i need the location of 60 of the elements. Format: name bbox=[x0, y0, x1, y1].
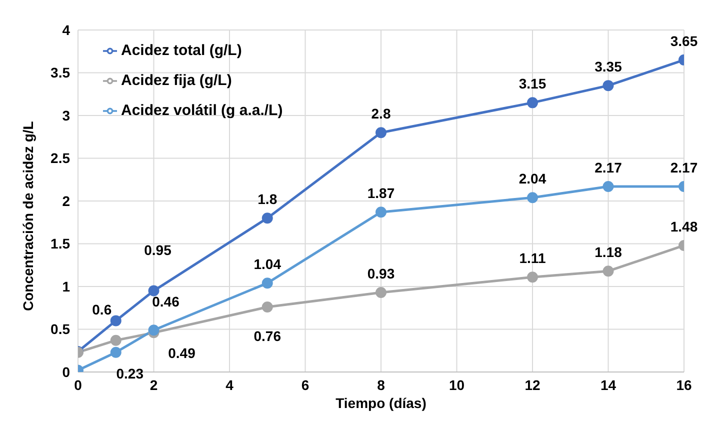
x-axis-title: Tiempo (días) bbox=[336, 395, 426, 411]
point bbox=[262, 212, 273, 224]
data-label: 0.93 bbox=[367, 265, 395, 282]
point bbox=[376, 127, 386, 138]
x-tick-label: 4 bbox=[226, 376, 234, 393]
data-label: 0.49 bbox=[168, 345, 196, 362]
point bbox=[262, 302, 273, 313]
legend-label: Acidez fija (g/L) bbox=[121, 72, 232, 89]
data-label: 1.11 bbox=[519, 250, 546, 266]
data-label: 1.48 bbox=[670, 218, 698, 234]
x-tick-label: 0 bbox=[74, 376, 82, 393]
x-tick-label: 14 bbox=[600, 376, 616, 393]
point bbox=[148, 285, 160, 296]
point bbox=[602, 180, 614, 192]
y-tick-label: 1 bbox=[62, 278, 70, 294]
data-label: 0.76 bbox=[254, 328, 282, 344]
y-tick-label: 2.5 bbox=[50, 150, 70, 166]
point bbox=[110, 334, 122, 346]
data-label: 0.46 bbox=[152, 294, 180, 310]
y-tick-label: 2 bbox=[62, 192, 70, 209]
x-tick-label: 2 bbox=[150, 376, 158, 393]
data-label: 1.18 bbox=[594, 244, 622, 260]
y-axis-title: Concentración de acidez g/L bbox=[20, 120, 36, 311]
data-label: 1.87 bbox=[367, 185, 395, 202]
data-label: 3.35 bbox=[594, 58, 622, 75]
y-tick-label: 1.5 bbox=[50, 236, 70, 252]
y-tick-label: 0.5 bbox=[50, 321, 70, 338]
data-label: 3.15 bbox=[518, 76, 546, 92]
x-tick-label: 10 bbox=[448, 376, 465, 393]
point bbox=[110, 315, 122, 326]
legend-label: Acidez volátil (g a.a./L) bbox=[121, 102, 283, 119]
point bbox=[376, 206, 386, 218]
data-label: 3.65 bbox=[670, 32, 698, 49]
data-label: 2.17 bbox=[594, 159, 622, 176]
data-label: 1.04 bbox=[254, 256, 282, 272]
y-tick-label: 0 bbox=[62, 364, 70, 380]
data-label: 0.23 bbox=[116, 365, 144, 382]
data-label: 0.6 bbox=[92, 302, 112, 318]
y-tick-label: 3 bbox=[62, 107, 70, 124]
point bbox=[262, 278, 273, 289]
x-tick-label: 12 bbox=[524, 376, 540, 393]
point bbox=[148, 324, 160, 336]
point bbox=[527, 97, 538, 108]
y-tick-label: 3.5 bbox=[50, 64, 70, 81]
point bbox=[602, 266, 614, 277]
x-tick-label: 8 bbox=[377, 376, 386, 393]
y-tick-label: 4 bbox=[62, 22, 70, 38]
x-tick-label: 6 bbox=[301, 376, 310, 393]
legend-label: Acidez total (g/L) bbox=[121, 42, 242, 59]
x-tick-label: 16 bbox=[676, 376, 692, 393]
point bbox=[527, 272, 538, 283]
data-label: 1.8 bbox=[258, 191, 278, 208]
data-label: 2.17 bbox=[670, 159, 698, 176]
point bbox=[110, 346, 122, 358]
point bbox=[527, 192, 538, 204]
point bbox=[602, 80, 614, 92]
point bbox=[376, 286, 386, 298]
data-label: 2.8 bbox=[371, 106, 391, 122]
data-label: 2.04 bbox=[518, 170, 546, 187]
data-label: 0.95 bbox=[144, 242, 172, 258]
